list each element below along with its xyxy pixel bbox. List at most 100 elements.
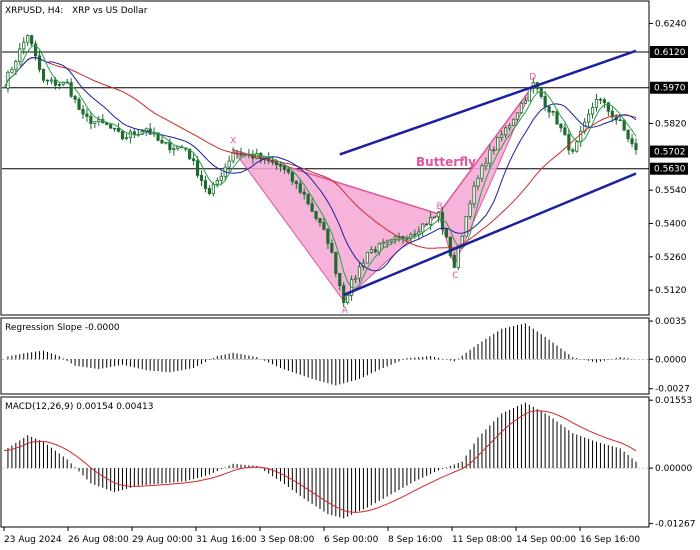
candle-body [18,48,22,62]
candle-body [500,134,504,138]
candle-body [188,148,192,160]
candle-body [488,149,492,164]
candle-body [160,139,164,144]
candle-body [425,223,429,226]
candle-body [539,88,543,97]
candle-body [85,113,89,117]
price-tick-label-4: 0.5260 [655,253,687,263]
candle-body [105,122,109,126]
candle-body [353,277,358,281]
candle-body [555,111,559,125]
price-panel[interactable] [0,0,650,316]
macd-panel[interactable] [0,396,650,528]
candle-body [22,41,26,50]
candle-body [365,252,370,264]
candle-body [93,121,97,124]
pattern-line-bd [437,84,534,215]
candle-body [73,95,77,100]
candle-body [120,130,125,140]
candle-body [326,229,330,244]
candle-body [484,162,488,167]
candle-body [34,43,38,57]
chart-symbol: XRPUSD, H4: [5,6,63,16]
time-tick-label-9: 16 Sep 16:00 [580,535,640,545]
candle-body [464,216,468,237]
time-tick-label-8: 14 Sep 00:00 [516,535,576,545]
candle-body [496,137,500,151]
candle-body [492,149,496,152]
candle-body [298,183,302,193]
candle-body [255,153,259,159]
level-tag-1: 0.5970 [654,84,686,94]
time-tick-label-5: 6 Sep 00:00 [324,535,379,545]
candle-body [278,164,283,167]
macd-tick-label-1: 0.00000 [655,464,692,474]
level-tag-0-bg [650,46,688,59]
price-tick-label-2: 0.5540 [655,186,687,196]
candle-body [504,127,508,136]
candle-body [57,84,61,86]
candle-body [547,106,551,113]
candle-body [215,180,219,185]
current-price-tag-bg [650,145,688,158]
candle-body [81,109,85,115]
candle-body [77,98,81,110]
candle-body [89,115,93,124]
candle-body [563,127,567,135]
candle-body [385,240,389,243]
candle-body [357,266,362,279]
candle-body [26,35,30,43]
candle-body [511,118,516,126]
candle-body [590,107,595,115]
candle-body [346,294,350,303]
candle-body [286,169,291,173]
candle-body [448,236,452,256]
regression-tick-label-0: 0.0035 [655,317,687,327]
candle-body [334,251,338,274]
candle-body [567,134,571,151]
price-layer: X A B C D Butterfly [2,34,649,316]
regression-tick-label-2: -0.0027 [655,385,690,395]
price-tick-label-3: 0.5400 [655,219,687,229]
time-tick-label-4: 3 Sep 08:00 [260,535,315,545]
candle-body [294,181,298,185]
candle-body [476,177,480,187]
candle-body [282,165,287,170]
macd-tick-label-2: -0.01267 [655,520,695,530]
candle-body [156,132,160,141]
candle-body [594,98,599,108]
candle-body [274,161,279,166]
candle-body [302,191,306,195]
candle-body [37,55,42,70]
candle-body [413,233,417,236]
regression-panel[interactable] [0,317,650,395]
candle-body [53,79,57,86]
candle-body [598,98,603,101]
candle-body [41,69,46,81]
candle-body [124,137,129,140]
ma-mid-line [3,57,637,272]
price-tick-label-1: 0.5820 [655,119,687,129]
candle-body [393,236,397,240]
ma-slow-line [3,57,637,249]
candle-body [338,273,342,287]
candle-body [231,152,235,162]
axis-layer: 0.6240 0.5820 0.5540 0.5400 0.5260 0.5120 0.61… [3,19,695,545]
candle-body [10,68,14,73]
chart-description: XRP vs US Dollar [72,6,148,16]
candle-body [421,223,425,233]
candle-body [618,119,622,122]
candle-body [211,183,215,194]
candle-body [168,141,172,151]
price-tick-label-0: 0.6240 [655,19,687,29]
candle-body [318,218,322,224]
candle-body [602,99,607,104]
time-tick-label-3: 31 Aug 16:00 [196,535,257,545]
candle-body [373,249,377,253]
candle-body [199,175,204,181]
pattern-point-d: D [529,72,536,82]
candle-body [523,100,528,104]
candle-body [322,222,326,230]
candle-body [515,112,520,120]
